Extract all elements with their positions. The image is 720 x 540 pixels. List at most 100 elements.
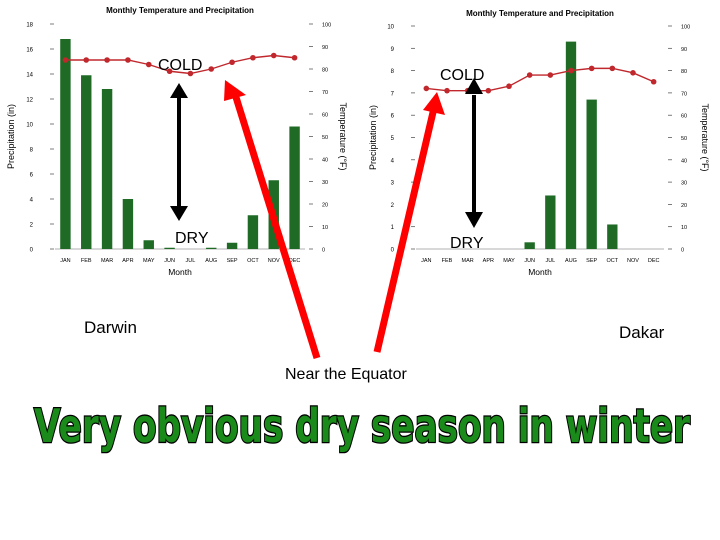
darwin-y2-tick-label: 70: [322, 90, 328, 96]
darwin-y2-tick-label: 40: [322, 158, 328, 164]
dakar-label: Dakar: [619, 323, 665, 342]
darwin-bar-apr: [122, 199, 134, 249]
darwin-temp-point-aug: [208, 66, 215, 72]
dakar-x-tick-label: OCT: [607, 258, 619, 264]
darwin-y2-axis-label: Temperature (°F): [338, 102, 348, 170]
darwin-y2-tick-label: 100: [322, 23, 331, 29]
left-dry-cold-arrow: [170, 83, 188, 221]
dakar-y2-tick-label: 70: [681, 91, 687, 97]
darwin-x-tick-label: JUN: [164, 258, 175, 264]
dakar-x-tick-label: APR: [483, 258, 494, 264]
dakar-y-axis-label: Precipitation (in): [368, 105, 378, 170]
darwin-x-tick-label: OCT: [247, 258, 259, 264]
darwin-y-axis-label: Precipitation (in): [6, 104, 16, 169]
annotation-overlays: COLD DRY COLD DRY: [158, 57, 484, 360]
darwin-y-tick-label: 16: [26, 48, 33, 54]
headline-banner: Very obvious dry season in winter: [33, 398, 692, 455]
dakar-temp-point-oct: [609, 65, 616, 72]
dakar-y-tick-label: 2: [391, 203, 395, 209]
dakar-temperature-line: [426, 67, 654, 92]
right-cold-label: COLD: [440, 67, 484, 84]
dakar-x-tick-label: SEP: [586, 258, 597, 264]
darwin-temp-point-may: [145, 61, 152, 68]
dakar-temp-point-jun: [526, 72, 533, 78]
dakar-y-tick-label: 3: [391, 181, 395, 187]
darwin-bar-aug: [206, 247, 217, 249]
dakar-y2-tick-label: 30: [681, 181, 687, 187]
darwin-y2-tick-label: 50: [322, 135, 328, 141]
dakar-y-tick-label: 6: [391, 114, 395, 120]
darwin-y2-tick-label: 90: [322, 45, 328, 51]
darwin-bar-feb: [81, 75, 92, 249]
darwin-y-tick-label: 0: [30, 248, 34, 254]
darwin-y-tick-label: 10: [26, 123, 33, 129]
dakar-bar-sep: [586, 99, 597, 249]
dakar-climate-chart: Monthly Temperature and Precipitation 0 1 2…: [368, 9, 710, 277]
dakar-y-tick-label: 4: [391, 158, 395, 164]
darwin-bar-jan: [60, 39, 71, 249]
dakar-y2-tick-label: 50: [681, 136, 687, 142]
darwin-x-tick-label: NOV: [268, 258, 280, 264]
dakar-x-tick-label: AUG: [565, 258, 577, 264]
dakar-y2-tick-label: 80: [681, 69, 687, 75]
darwin-x-tick-label: DEC: [289, 258, 301, 264]
right-dry-cold-arrow: [465, 78, 483, 228]
darwin-bar-jun: [164, 247, 175, 249]
darwin-y-tick-label: 12: [26, 98, 33, 104]
darwin-x-tick-label: SEP: [227, 258, 238, 264]
dakar-x-tick-label: FEB: [442, 258, 453, 264]
darwin-bar-may: [143, 240, 154, 249]
darwin-temp-point-feb: [83, 57, 90, 63]
dakar-y2-tick-label: 0: [681, 248, 684, 254]
dakar-chart-title: Monthly Temperature and Precipitation: [466, 9, 614, 18]
left-red-arrow: [224, 80, 321, 360]
darwin-x-tick-label: JAN: [60, 258, 70, 264]
darwin-x-tick-label: JUL: [186, 258, 196, 264]
left-cold-label: COLD: [158, 57, 202, 74]
darwin-y-tick-label: 14: [26, 73, 33, 79]
dakar-temp-point-sep: [588, 65, 595, 72]
dakar-bar-jul: [545, 195, 556, 249]
dakar-x-tick-label: JAN: [421, 258, 431, 264]
right-red-arrow: [373, 92, 445, 353]
dakar-temp-point-dec: [650, 78, 657, 85]
darwin-y-tick-label: 2: [30, 223, 34, 229]
near-equator-label: Near the Equator: [285, 366, 407, 383]
darwin-x-tick-label: APR: [122, 258, 133, 264]
dakar-x-tick-label: JUN: [524, 258, 535, 264]
darwin-bar-dec: [289, 126, 300, 249]
dakar-bar-oct: [607, 224, 618, 249]
darwin-y2-tick-label: 60: [322, 113, 328, 119]
dakar-temp-point-may: [506, 83, 512, 90]
darwin-temp-point-dec: [291, 54, 298, 61]
darwin-label: Darwin: [84, 318, 137, 337]
dakar-y-tick-label: 0: [391, 248, 395, 254]
darwin-x-axis-label: Month: [168, 267, 192, 277]
dakar-x-tick-label: MAR: [462, 258, 474, 264]
dakar-y-tick-label: 10: [387, 25, 394, 31]
headline-text: Very obvious dry season in winter: [34, 399, 690, 453]
dakar-y2-tick-label: 60: [681, 114, 687, 120]
darwin-bar-sep: [226, 242, 238, 249]
darwin-temp-point-mar: [104, 57, 110, 63]
dakar-temp-point-nov: [630, 70, 636, 76]
dakar-y2-tick-label: 100: [681, 25, 690, 31]
right-dry-label: DRY: [450, 235, 484, 252]
dakar-x-tick-label: JUL: [545, 258, 555, 264]
dakar-x-tick-label: DEC: [648, 258, 660, 264]
dakar-temp-point-aug: [568, 67, 574, 74]
dakar-temp-point-apr: [485, 87, 492, 94]
darwin-temp-point-nov: [270, 52, 277, 59]
dakar-y2-tick-label: 10: [681, 225, 687, 231]
darwin-y2-tick-label: 10: [322, 225, 328, 231]
dakar-y-tick-label: 1: [391, 225, 395, 231]
darwin-temp-point-oct: [250, 54, 256, 61]
dakar-y-tick-label: 9: [391, 47, 395, 53]
darwin-y2-tick-label: 80: [322, 68, 328, 74]
dakar-x-axis-label: Month: [528, 267, 552, 277]
darwin-x-tick-label: FEB: [81, 258, 92, 264]
darwin-y-tick-label: 8: [30, 148, 34, 154]
dakar-x-tick-label: NOV: [627, 258, 639, 264]
darwin-temp-point-apr: [125, 57, 131, 63]
dakar-bar-aug: [565, 41, 577, 249]
